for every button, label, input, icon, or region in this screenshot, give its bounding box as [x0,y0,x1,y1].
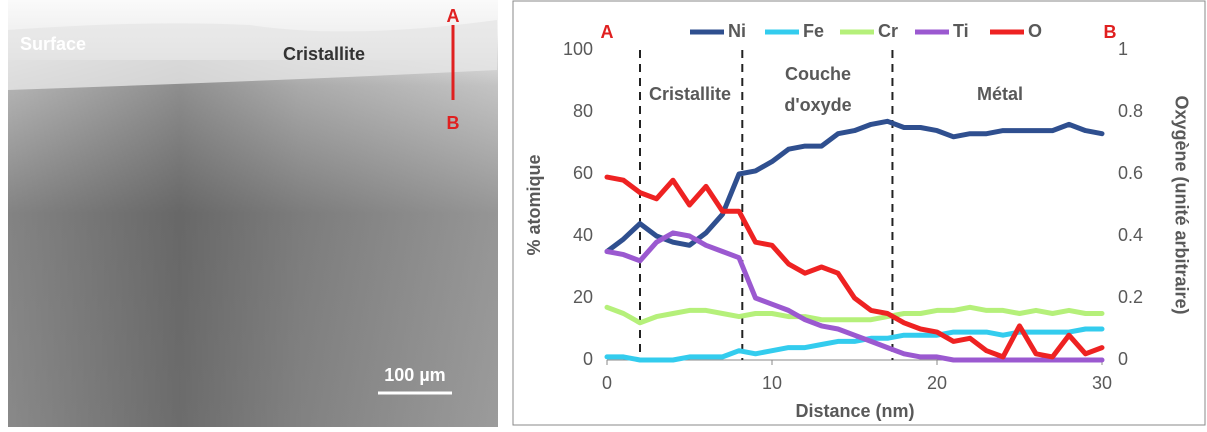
region-label: Couche [785,64,851,84]
y2-tick-label: 0.8 [1118,101,1143,121]
legend-label: Ti [953,21,969,41]
y-tick-label: 20 [573,287,593,307]
corner-label: B [1104,22,1117,42]
x-tick-label: 20 [927,373,947,393]
series-line [604,326,1105,363]
x-tick-label: 30 [1092,373,1112,393]
y-tick-label: 0 [583,349,593,369]
region-label: Cristallite [649,84,731,104]
y-tick-label: 80 [573,101,593,121]
corner-label: A [601,22,614,42]
y2-tick-label: 0 [1118,349,1128,369]
image-label: Surface [20,34,86,54]
micrograph: Surface Cristallite A B 100 µm [8,0,498,427]
series-line [604,230,1105,363]
x-tick-label: 10 [762,373,782,393]
legend-label: O [1028,21,1042,41]
y2-tick-label: 0.6 [1118,163,1143,183]
image-label: A [447,6,460,26]
y2-tick-label: 0.2 [1118,287,1143,307]
legend-label: Ni [728,21,746,41]
y2-tick-label: 1 [1118,39,1128,59]
x-tick-label: 0 [602,373,612,393]
x-axis-label: Distance (nm) [795,401,914,421]
y-tick-label: 40 [573,225,593,245]
image-label: B [447,113,460,133]
y2-tick-label: 0.4 [1118,225,1143,245]
legend-label: Cr [878,21,898,41]
image-label: Cristallite [283,44,365,64]
y-axis-label: % atomique [524,154,544,255]
series-line [604,118,1105,254]
y-tick-label: 100 [563,39,593,59]
scale-bar-label: 100 µm [384,365,445,385]
y-tick-label: 60 [573,163,593,183]
legend-label: Fe [803,21,824,41]
region-label: d'oxyde [784,95,851,115]
region-label: Métal [977,84,1023,104]
y2-axis-label: Oxygène (unité arbitraire) [1171,95,1191,314]
series-line [604,304,1105,326]
series-line [604,174,1105,360]
